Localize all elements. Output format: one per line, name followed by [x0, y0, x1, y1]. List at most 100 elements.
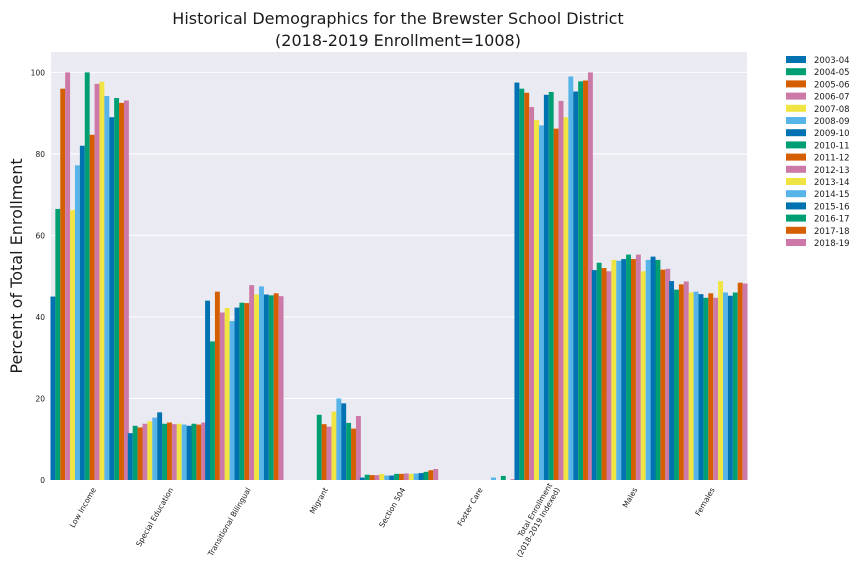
- legend-swatch: [786, 153, 806, 161]
- bar: [650, 256, 656, 480]
- y-axis-ticks: 0 20 40 60 80 100: [31, 68, 46, 485]
- legend-label: 2008-09: [814, 117, 850, 127]
- bar: [578, 81, 584, 480]
- bar: [548, 91, 554, 480]
- bar: [210, 341, 215, 480]
- bar: [737, 282, 743, 480]
- bar: [678, 284, 684, 480]
- x-tick-label: Low Income: [68, 486, 98, 530]
- bar: [732, 292, 738, 480]
- bar: [65, 72, 71, 480]
- bar: [359, 477, 365, 480]
- bar: [229, 321, 235, 480]
- bar: [645, 259, 651, 480]
- bar: [186, 425, 192, 480]
- bar: [568, 76, 574, 481]
- legend-swatch: [786, 165, 806, 173]
- x-tick-label-line: Low Income: [68, 486, 98, 530]
- bar: [171, 424, 177, 480]
- bar: [723, 292, 728, 480]
- bar: [355, 416, 361, 480]
- bar: [688, 292, 694, 480]
- bar: [573, 91, 579, 480]
- legend-label: 2010-11: [814, 141, 850, 151]
- x-tick-label-line: Foster Care: [455, 486, 484, 528]
- legend-swatch: [786, 141, 806, 149]
- legend-swatch: [786, 80, 806, 88]
- bar: [94, 83, 100, 480]
- legend-label: 2014-15: [814, 190, 850, 200]
- bar: [601, 268, 607, 480]
- bar: [127, 433, 133, 480]
- bar: [553, 128, 559, 480]
- legend-swatch: [786, 190, 806, 198]
- bar: [611, 259, 617, 480]
- x-tick-label: Migrant: [308, 486, 330, 515]
- bar: [683, 281, 689, 480]
- bar: [591, 270, 597, 480]
- bar: [278, 296, 284, 480]
- legend-swatch: [786, 129, 806, 137]
- bar: [89, 134, 95, 480]
- bar: [583, 80, 588, 480]
- bar: [219, 312, 225, 480]
- bar: [703, 297, 709, 480]
- bar: [142, 423, 148, 480]
- bar: [389, 475, 395, 480]
- bar: [640, 271, 646, 480]
- bar: [423, 471, 429, 480]
- legend-label: 2016-17: [814, 215, 850, 225]
- bar: [336, 398, 342, 480]
- bar: [191, 423, 197, 480]
- bar: [718, 281, 724, 480]
- bar: [326, 426, 332, 480]
- bar: [364, 474, 370, 480]
- bar: [631, 259, 636, 480]
- x-tick-label-line: Transitional Bilingual: [206, 486, 253, 559]
- x-tick-label-line: Males: [621, 486, 640, 509]
- bar: [273, 293, 279, 480]
- bar: [384, 475, 390, 480]
- y-tick-label: 20: [35, 394, 45, 403]
- bar: [374, 475, 380, 480]
- bar: [660, 269, 666, 480]
- legend-swatch: [786, 226, 806, 234]
- y-tick-label: 60: [35, 231, 45, 240]
- bar: [713, 297, 719, 480]
- bar: [669, 281, 675, 480]
- y-tick-label: 80: [35, 150, 45, 159]
- legend-swatch: [786, 68, 806, 76]
- bar: [418, 473, 424, 480]
- legend-swatch: [786, 104, 806, 112]
- legend-swatch: [786, 178, 806, 185]
- bar: [341, 403, 347, 480]
- bars: [50, 72, 748, 481]
- bar: [379, 473, 385, 480]
- legend-swatch: [786, 56, 806, 63]
- bar: [50, 296, 56, 480]
- bar: [524, 92, 530, 480]
- bar: [132, 425, 138, 480]
- legend-label: 2009-10: [814, 129, 850, 139]
- bar: [196, 424, 202, 480]
- legend: 2003-04 2004-05 2005-06 2006-07 2007-08 2008-…: [786, 56, 850, 249]
- bar: [123, 100, 129, 480]
- bar: [403, 473, 409, 480]
- bar: [742, 283, 748, 480]
- bar: [587, 72, 593, 480]
- legend-label: 2012-13: [814, 166, 850, 176]
- bar: [510, 479, 516, 480]
- legend-label: 2006-07: [814, 93, 850, 103]
- y-tick-label: 100: [31, 68, 46, 77]
- bar: [244, 303, 250, 480]
- legend-label: 2011-12: [814, 154, 850, 164]
- legend-label: 2004-05: [814, 68, 850, 78]
- bar: [708, 293, 714, 480]
- bar: [157, 412, 163, 480]
- chart-title-line-1: Historical Demographics for the Brewster…: [172, 9, 623, 28]
- bar: [538, 125, 544, 481]
- bar: [249, 285, 255, 480]
- bar: [558, 100, 564, 480]
- bar: [621, 259, 627, 480]
